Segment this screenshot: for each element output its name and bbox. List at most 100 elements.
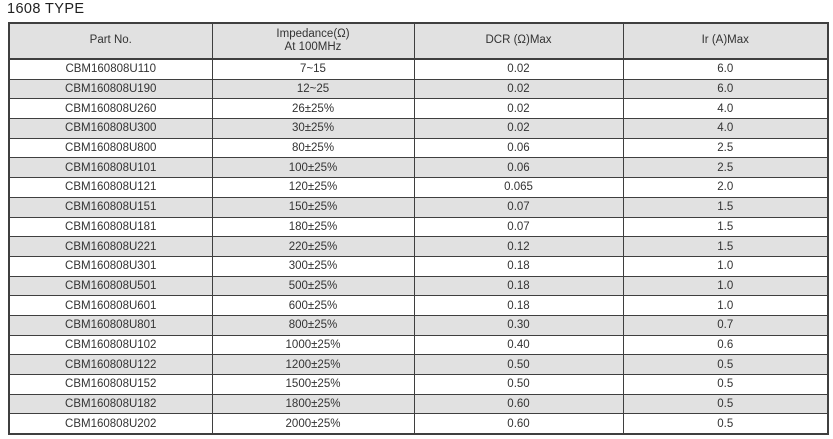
table-cell-dcr: 0.02: [413, 118, 624, 139]
col-header-part-no: Part No.: [8, 22, 213, 60]
table-cell-ir: 1.0: [622, 255, 829, 277]
table-cell-impedance: 1800±25%: [211, 393, 415, 415]
table-cell-dcr: 0.50: [413, 354, 624, 375]
col-header-impedance: Impedance(Ω) At 100MHz: [211, 22, 415, 60]
table-cell-ir: 0.5: [622, 393, 829, 415]
table-cell-part-no: CBM160808U182: [8, 393, 213, 415]
table-cell-ir: 0.6: [622, 334, 829, 356]
table-cell-dcr: 0.18: [413, 275, 624, 297]
table-cell-dcr: 0.02: [413, 58, 624, 80]
table-cell-part-no: CBM160808U202: [8, 413, 213, 435]
table-cell-impedance: 1200±25%: [211, 354, 415, 375]
table-body: CBM160808U110 7~15 0.02 6.0 CBM160808U190 12~…: [8, 58, 829, 435]
table-cell-part-no: CBM160808U601: [8, 295, 213, 316]
table-cell-impedance: 300±25%: [211, 255, 415, 277]
table-row: CBM160808U121 120±25% 0.065 2.0: [8, 177, 829, 198]
table-cell-ir: 1.5: [622, 236, 829, 257]
table-cell-ir: 6.0: [622, 78, 829, 100]
table-cell-impedance: 12~25: [211, 78, 415, 100]
table-row: CBM160808U601 600±25% 0.18 1.0: [8, 295, 829, 316]
table-cell-part-no: CBM160808U501: [8, 275, 213, 297]
table-cell-dcr: 0.50: [413, 374, 624, 395]
table-cell-impedance: 2000±25%: [211, 413, 415, 435]
table-cell-part-no: CBM160808U181: [8, 216, 213, 238]
table-cell-part-no: CBM160808U260: [8, 98, 213, 120]
table-row: CBM160808U190 12~25 0.02 6.0: [8, 78, 829, 100]
table-row: CBM160808U182 1800±25% 0.60 0.5: [8, 393, 829, 415]
table-cell-part-no: CBM160808U121: [8, 177, 213, 198]
table-cell-part-no: CBM160808U101: [8, 157, 213, 179]
table-cell-impedance: 1000±25%: [211, 334, 415, 356]
table-cell-ir: 4.0: [622, 118, 829, 139]
table-cell-impedance: 500±25%: [211, 275, 415, 297]
table-cell-dcr: 0.07: [413, 216, 624, 238]
table-cell-dcr: 0.30: [413, 314, 624, 336]
table-cell-impedance: 120±25%: [211, 177, 415, 198]
table-cell-impedance: 100±25%: [211, 157, 415, 179]
table-cell-ir: 4.0: [622, 98, 829, 120]
table-cell-impedance: 7~15: [211, 58, 415, 80]
table-cell-dcr: 0.06: [413, 137, 624, 159]
table-cell-dcr: 0.07: [413, 196, 624, 218]
table-row: CBM160808U152 1500±25% 0.50 0.5: [8, 374, 829, 395]
table-cell-impedance: 30±25%: [211, 118, 415, 139]
table-cell-ir: 0.5: [622, 354, 829, 375]
table-cell-ir: 2.5: [622, 137, 829, 159]
table-cell-dcr: 0.02: [413, 98, 624, 120]
table-row: CBM160808U301 300±25% 0.18 1.0: [8, 255, 829, 277]
table-cell-dcr: 0.12: [413, 236, 624, 257]
table-cell-dcr: 0.18: [413, 295, 624, 316]
table-cell-ir: 1.5: [622, 216, 829, 238]
table-cell-dcr: 0.06: [413, 157, 624, 179]
table-cell-impedance: 220±25%: [211, 236, 415, 257]
table-row: CBM160808U151 150±25% 0.07 1.5: [8, 196, 829, 218]
table-row: CBM160808U801 800±25% 0.30 0.7: [8, 314, 829, 336]
table-row: CBM160808U260 26±25% 0.02 4.0: [8, 98, 829, 120]
table-cell-impedance: 80±25%: [211, 137, 415, 159]
table-cell-dcr: 0.60: [413, 413, 624, 435]
table-cell-part-no: CBM160808U301: [8, 255, 213, 277]
table-cell-part-no: CBM160808U102: [8, 334, 213, 356]
table-cell-ir: 6.0: [622, 58, 829, 80]
table-cell-part-no: CBM160808U300: [8, 118, 213, 139]
table-cell-dcr: 0.40: [413, 334, 624, 356]
table-cell-part-no: CBM160808U190: [8, 78, 213, 100]
table-cell-ir: 2.5: [622, 157, 829, 179]
col-header-ir: Ir (A)Max: [622, 22, 829, 60]
header-row: Part No. Impedance(Ω) At 100MHz DCR (Ω)M…: [8, 22, 829, 60]
table-row: CBM160808U800 80±25% 0.06 2.5: [8, 137, 829, 159]
table-cell-impedance: 800±25%: [211, 314, 415, 336]
table-cell-part-no: CBM160808U221: [8, 236, 213, 257]
parts-table: Part No. Impedance(Ω) At 100MHz DCR (Ω)M…: [8, 22, 829, 436]
col-header-dcr: DCR (Ω)Max: [413, 22, 624, 60]
table-row: CBM160808U501 500±25% 0.18 1.0: [8, 275, 829, 297]
table-row: CBM160808U101 100±25% 0.06 2.5: [8, 157, 829, 179]
table-row: CBM160808U202 2000±25% 0.60 0.5: [8, 413, 829, 435]
table-cell-part-no: CBM160808U152: [8, 374, 213, 395]
table-cell-dcr: 0.02: [413, 78, 624, 100]
table-row: CBM160808U110 7~15 0.02 6.0: [8, 58, 829, 80]
table-cell-part-no: CBM160808U110: [8, 58, 213, 80]
table-cell-ir: 1.0: [622, 295, 829, 316]
table-row: CBM160808U102 1000±25% 0.40 0.6: [8, 334, 829, 356]
table-cell-dcr: 0.18: [413, 255, 624, 277]
table-cell-ir: 2.0: [622, 177, 829, 198]
table-cell-ir: 1.5: [622, 196, 829, 218]
table-row: CBM160808U300 30±25% 0.02 4.0: [8, 118, 829, 139]
table-row: CBM160808U122 1200±25% 0.50 0.5: [8, 354, 829, 375]
table-cell-impedance: 26±25%: [211, 98, 415, 120]
table-cell-part-no: CBM160808U122: [8, 354, 213, 375]
table-cell-impedance: 1500±25%: [211, 374, 415, 395]
table-cell-dcr: 0.60: [413, 393, 624, 415]
table-row: CBM160808U221 220±25% 0.12 1.5: [8, 236, 829, 257]
table-cell-dcr: 0.065: [413, 177, 624, 198]
table-cell-part-no: CBM160808U800: [8, 137, 213, 159]
table-cell-ir: 1.0: [622, 275, 829, 297]
page-title: 1608 TYPE: [7, 1, 85, 17]
table-cell-impedance: 600±25%: [211, 295, 415, 316]
table-cell-part-no: CBM160808U151: [8, 196, 213, 218]
table-row: CBM160808U181 180±25% 0.07 1.5: [8, 216, 829, 238]
table-cell-ir: 0.5: [622, 374, 829, 395]
table-cell-impedance: 180±25%: [211, 216, 415, 238]
table-cell-part-no: CBM160808U801: [8, 314, 213, 336]
